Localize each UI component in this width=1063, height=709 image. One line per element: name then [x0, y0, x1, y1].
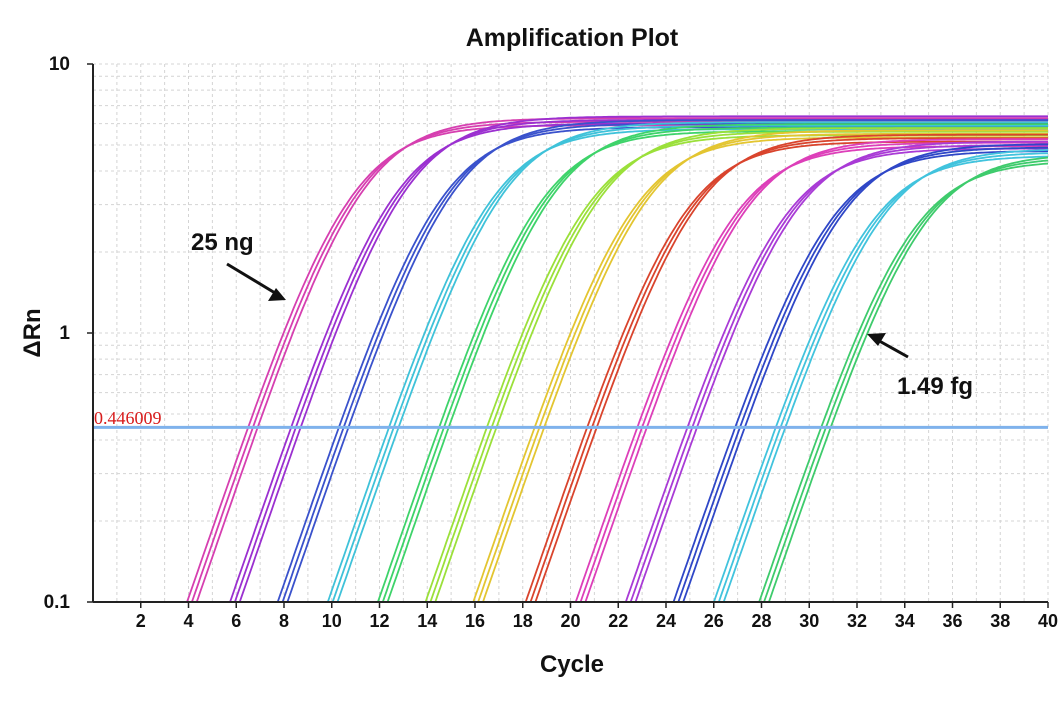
amplification-curve [758, 162, 1049, 603]
x-tick-label: 6 [231, 611, 241, 631]
amplification-curve [529, 137, 1048, 603]
x-tick-label: 18 [513, 611, 533, 631]
annotation-25ng: 25 ng [191, 229, 286, 301]
amplification-curve [672, 150, 1049, 603]
x-tick-label: 20 [560, 611, 580, 631]
amplification-curve [429, 130, 1048, 603]
annotation-25ng-label: 25 ng [191, 229, 254, 256]
x-tick-label: 28 [751, 611, 771, 631]
amplification-curve [717, 152, 1049, 603]
amplification-curve [386, 123, 1048, 603]
annotation-149fg: 1.49 fg [867, 333, 973, 400]
x-tick-label: 22 [608, 611, 628, 631]
x-tick-label: 34 [895, 611, 915, 631]
amplification-curve [713, 155, 1048, 603]
x-tick-label: 32 [847, 611, 867, 631]
chart-title: Amplification Plot [466, 24, 679, 52]
x-tick-label: 40 [1038, 611, 1058, 631]
x-axis-label: Cycle [540, 651, 604, 678]
threshold-label: 0.446009 [94, 408, 162, 428]
amplification-curve [477, 132, 1048, 603]
amplification-curve [584, 138, 1048, 603]
amplification-curve [482, 129, 1048, 603]
x-axis-ticks: 2 4 6 8 10 12 14 16 18 20 22 24 26 28 30 32 34 36 38 40 [136, 602, 1058, 631]
amplification-curve [574, 145, 1048, 603]
amplification-curve [634, 140, 1048, 603]
amplification-curve [186, 124, 1048, 603]
x-tick-label: 2 [136, 611, 146, 631]
x-tick-label: 38 [990, 611, 1010, 631]
amplification-curve [722, 149, 1049, 603]
y-axis-label: ΔRn [19, 308, 46, 357]
amplification-curve [195, 117, 1048, 603]
y-tick-label: 1 [59, 323, 70, 344]
amplification-curve [238, 115, 1048, 603]
x-tick-label: 10 [322, 611, 342, 631]
amplification-curve [534, 133, 1048, 603]
amplification-curve [434, 127, 1048, 603]
amplification-curve [768, 156, 1049, 603]
x-tick-label: 14 [417, 611, 437, 631]
x-tick-label: 16 [465, 611, 485, 631]
amplification-curve [377, 130, 1048, 603]
amplification-curve [682, 143, 1048, 603]
x-tick-label: 4 [183, 611, 193, 631]
x-tick-label: 30 [799, 611, 819, 631]
amplification-curve [336, 121, 1048, 603]
arrowhead-25ng-icon [268, 288, 286, 301]
x-tick-label: 12 [369, 611, 389, 631]
y-axis-ticks: 0.1 1 10 [44, 54, 93, 613]
x-tick-label: 36 [942, 611, 962, 631]
arrowhead-149fg-icon [867, 333, 886, 346]
y-tick-label: 10 [49, 54, 70, 75]
x-tick-label: 26 [704, 611, 724, 631]
amplification-curves [186, 115, 1049, 603]
amplification-curve [524, 140, 1048, 603]
x-tick-label: 8 [279, 611, 289, 631]
amplification-curve [286, 119, 1048, 603]
x-tick-label: 24 [656, 611, 676, 631]
amplification-curve [763, 159, 1049, 603]
annotation-149fg-label: 1.49 fg [897, 373, 973, 400]
arrow-25ng [226, 262, 281, 298]
y-tick-label: 0.1 [44, 592, 71, 613]
